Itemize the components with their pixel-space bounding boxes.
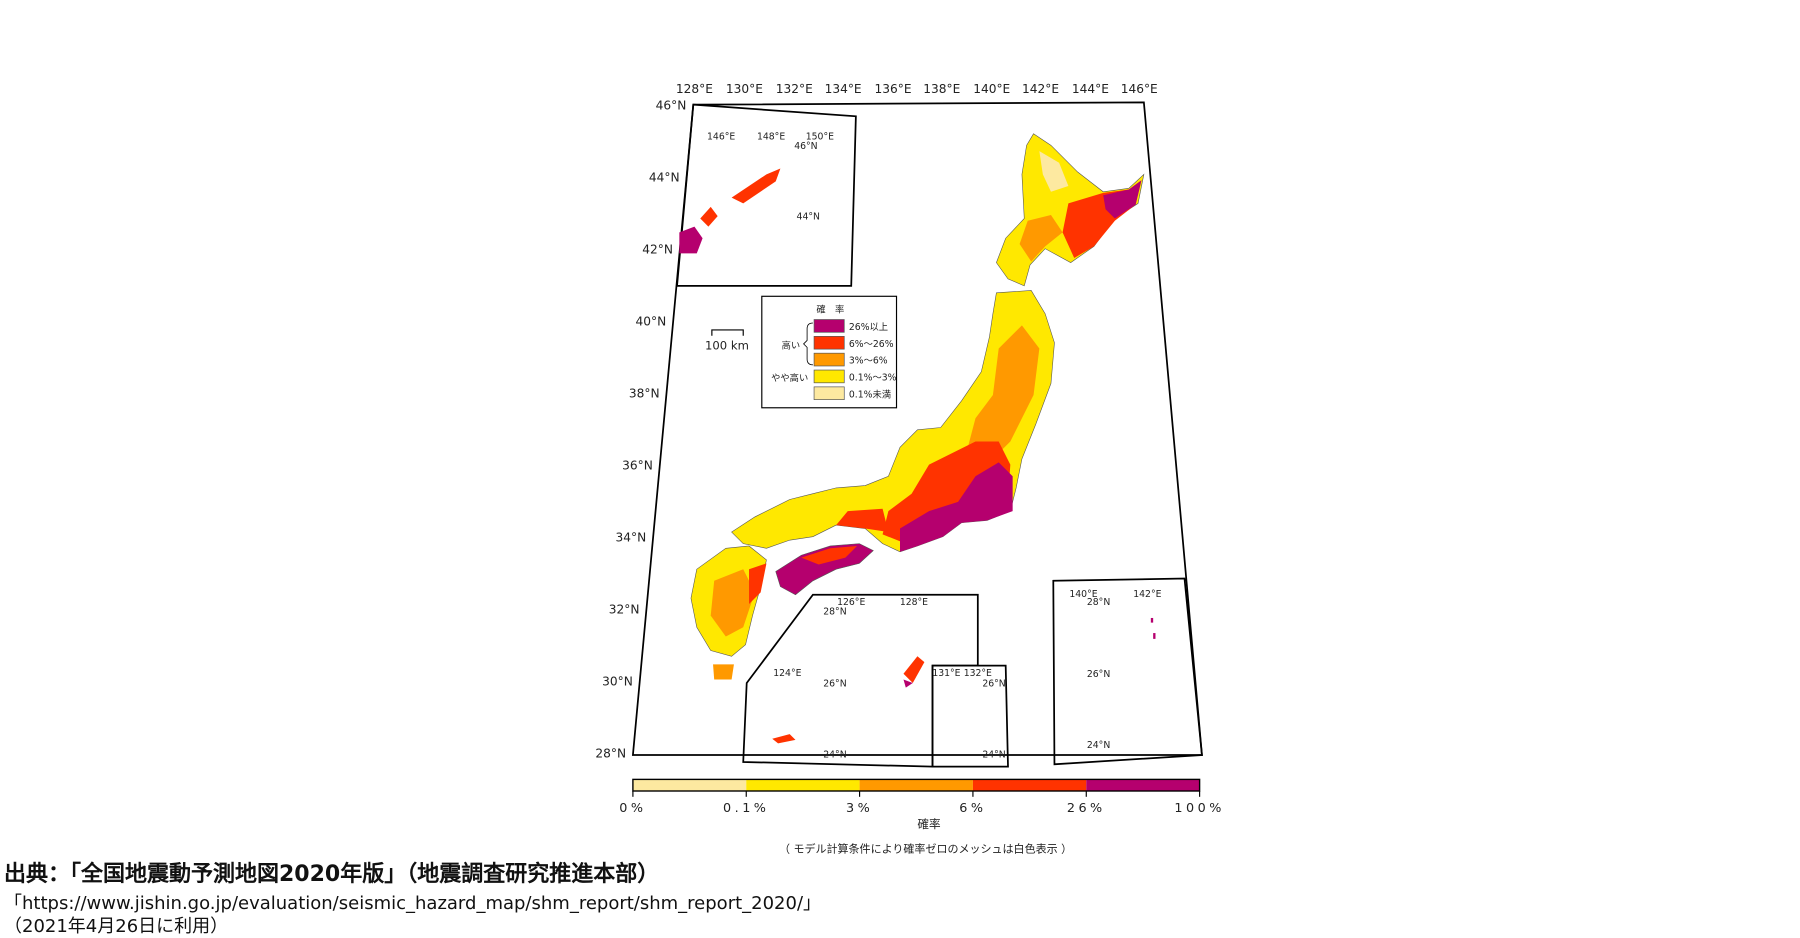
latitude-label: 28°N [595,746,626,760]
legend-item-label: 0.1%未満 [849,388,891,400]
legend-title: 確 率 [816,304,844,316]
tick-label: 131°E [932,668,960,679]
legend-swatch [813,386,845,400]
longitude-label: 136°E [875,82,912,96]
colorbar-tick-label: 100% [1174,801,1224,816]
longitude-label: 144°E [1072,82,1109,96]
tick-label: 132°E [964,668,992,679]
scale-bar [711,329,744,336]
tick-label: 24°N [1087,740,1110,751]
latitude-label: 30°N [602,674,633,688]
latitude-label: 34°N [615,530,646,544]
source-caption: 出典：「全国地震動予測地図2020年版」（地震調査研究推進本部） [4,862,660,887]
longitude-label: 142°E [1022,82,1059,96]
colorbar-note: （ モデル計算条件により確率ゼロのメッシュは白色表示 ） [779,842,1072,856]
colorbar-segment [859,779,973,791]
longitude-label: 132°E [776,82,813,96]
tick-label: 26°N [982,678,1005,689]
colorbar-segment [1086,779,1200,791]
legend-item-label: 3%～6% [849,356,888,367]
tick-label: 126°E [837,597,865,608]
tick-label: 148°E [757,132,785,143]
longitude-label: 140°E [973,82,1010,96]
hokkaido [996,133,1145,287]
colorbar-tick-label: 6% [959,801,986,816]
tick-label: 46°N [794,141,817,152]
latitude-label: 46°N [656,98,687,112]
longitude-label: 146°E [1121,82,1158,96]
daito-inset [931,664,1009,768]
latitude-label: 40°N [636,314,667,328]
tick-label: 146°E [707,132,735,143]
latitude-label: 32°N [609,602,640,616]
longitude-label: 130°E [726,82,763,96]
legend-item-label: 6%～26% [849,339,894,350]
tick-label: 26°N [823,678,846,689]
tick-label: 140°E [1069,589,1097,600]
tick-label: 124°E [773,668,801,679]
legend-swatch [813,352,845,367]
scale-bar-label: 100 km [705,339,749,353]
source-url: 「https://www.jishin.go.jp/evaluation/sei… [4,893,822,914]
colorbar-tick-label: 3% [846,801,873,816]
legend-item-label: 26%以上 [849,322,888,333]
legend-swatch [813,336,845,350]
kuril-inset [676,103,857,287]
colorbar-tick-label: 0% [619,801,646,816]
usage-date: （2021年4月26日に利用） [4,916,229,937]
tick-label: 24°N [823,749,846,760]
legend-swatch [813,369,845,384]
longitude-label: 134°E [825,82,862,96]
latitude-label: 36°N [622,458,653,472]
honshu [731,290,1055,553]
latitude-label: 38°N [629,386,660,400]
latitude-label: 42°N [642,242,673,256]
colorbar-tick-label: 0.1% [723,801,769,816]
tick-label: 150°E [806,132,834,143]
longitude-label: 128°E [676,82,713,96]
legend: 確 率 高い やや高い 26%以上 6%～26% 3%～6% 0.1%～3% 0.1%未… [761,295,898,409]
colorbar-label: 確率 [917,817,941,831]
legend-item-label: 0.1%～3% [849,372,897,383]
tick-label: 44°N [797,212,820,223]
tick-label: 28°N [1087,597,1110,608]
legend-group-somewhat-high: やや高い [771,372,808,384]
tick-label: 142°E [1133,589,1161,600]
tick-label: 24°N [982,749,1005,760]
latitude-label: 44°N [649,170,680,184]
tick-label: 26°N [1087,669,1110,680]
ogasawara-inset [1052,577,1203,766]
tick-label: 28°N [823,606,846,617]
longitude-label: 138°E [923,82,960,96]
legend-group-high: 高い [782,340,801,352]
kyushu [690,545,767,680]
legend-swatch [813,319,845,333]
colorbar-segment [632,779,747,791]
colorbar-segment [972,779,1087,791]
colorbar-segment [746,779,860,791]
tick-label: 128°E [900,597,928,608]
colorbar [632,778,1201,797]
shikoku [775,543,874,596]
colorbar-tick-label: 26% [1067,801,1106,816]
